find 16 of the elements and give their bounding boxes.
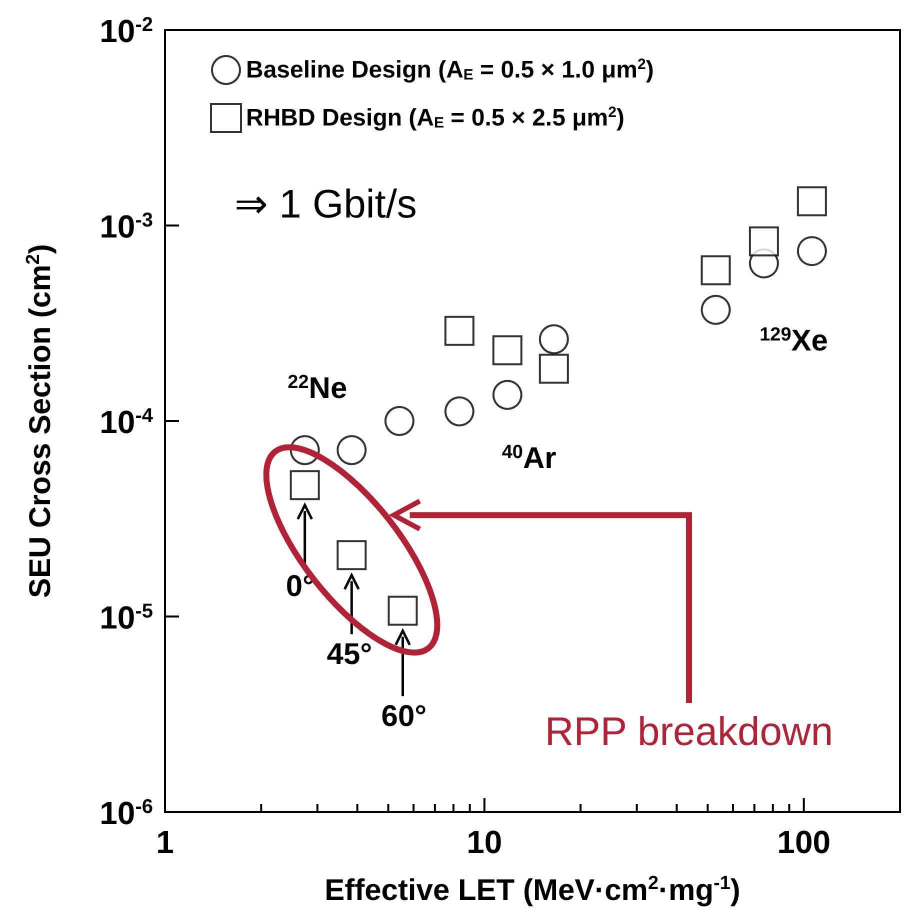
annotation: $^{129}$Xe <box>760 324 828 358</box>
annotation: $^{22}$Ne <box>288 372 348 406</box>
annotation: RPP breakdown <box>544 710 834 754</box>
y-axis-title: SEU Cross Section (cm2) <box>23 244 57 598</box>
x-tick-label: 100 <box>777 824 831 860</box>
y-tick-label: 10$^{-3}$ <box>100 208 153 244</box>
annotation: $^{40}$Ar <box>502 441 557 475</box>
y-tick-label: 10$^{-4}$ <box>100 404 154 440</box>
y-tick-label: 10$^{-6}$ <box>100 795 153 831</box>
annotation: 45° <box>326 638 372 672</box>
annotation: 60° <box>381 700 427 734</box>
x-tick-label: 1 <box>156 824 174 860</box>
y-tick-label: 10$^{-2}$ <box>100 13 153 49</box>
x-tick-label: 10 <box>466 824 502 860</box>
y-tick-label: 10$^{-5}$ <box>100 600 153 636</box>
annotation: ⇒ 1 Gbit/s <box>234 182 417 226</box>
